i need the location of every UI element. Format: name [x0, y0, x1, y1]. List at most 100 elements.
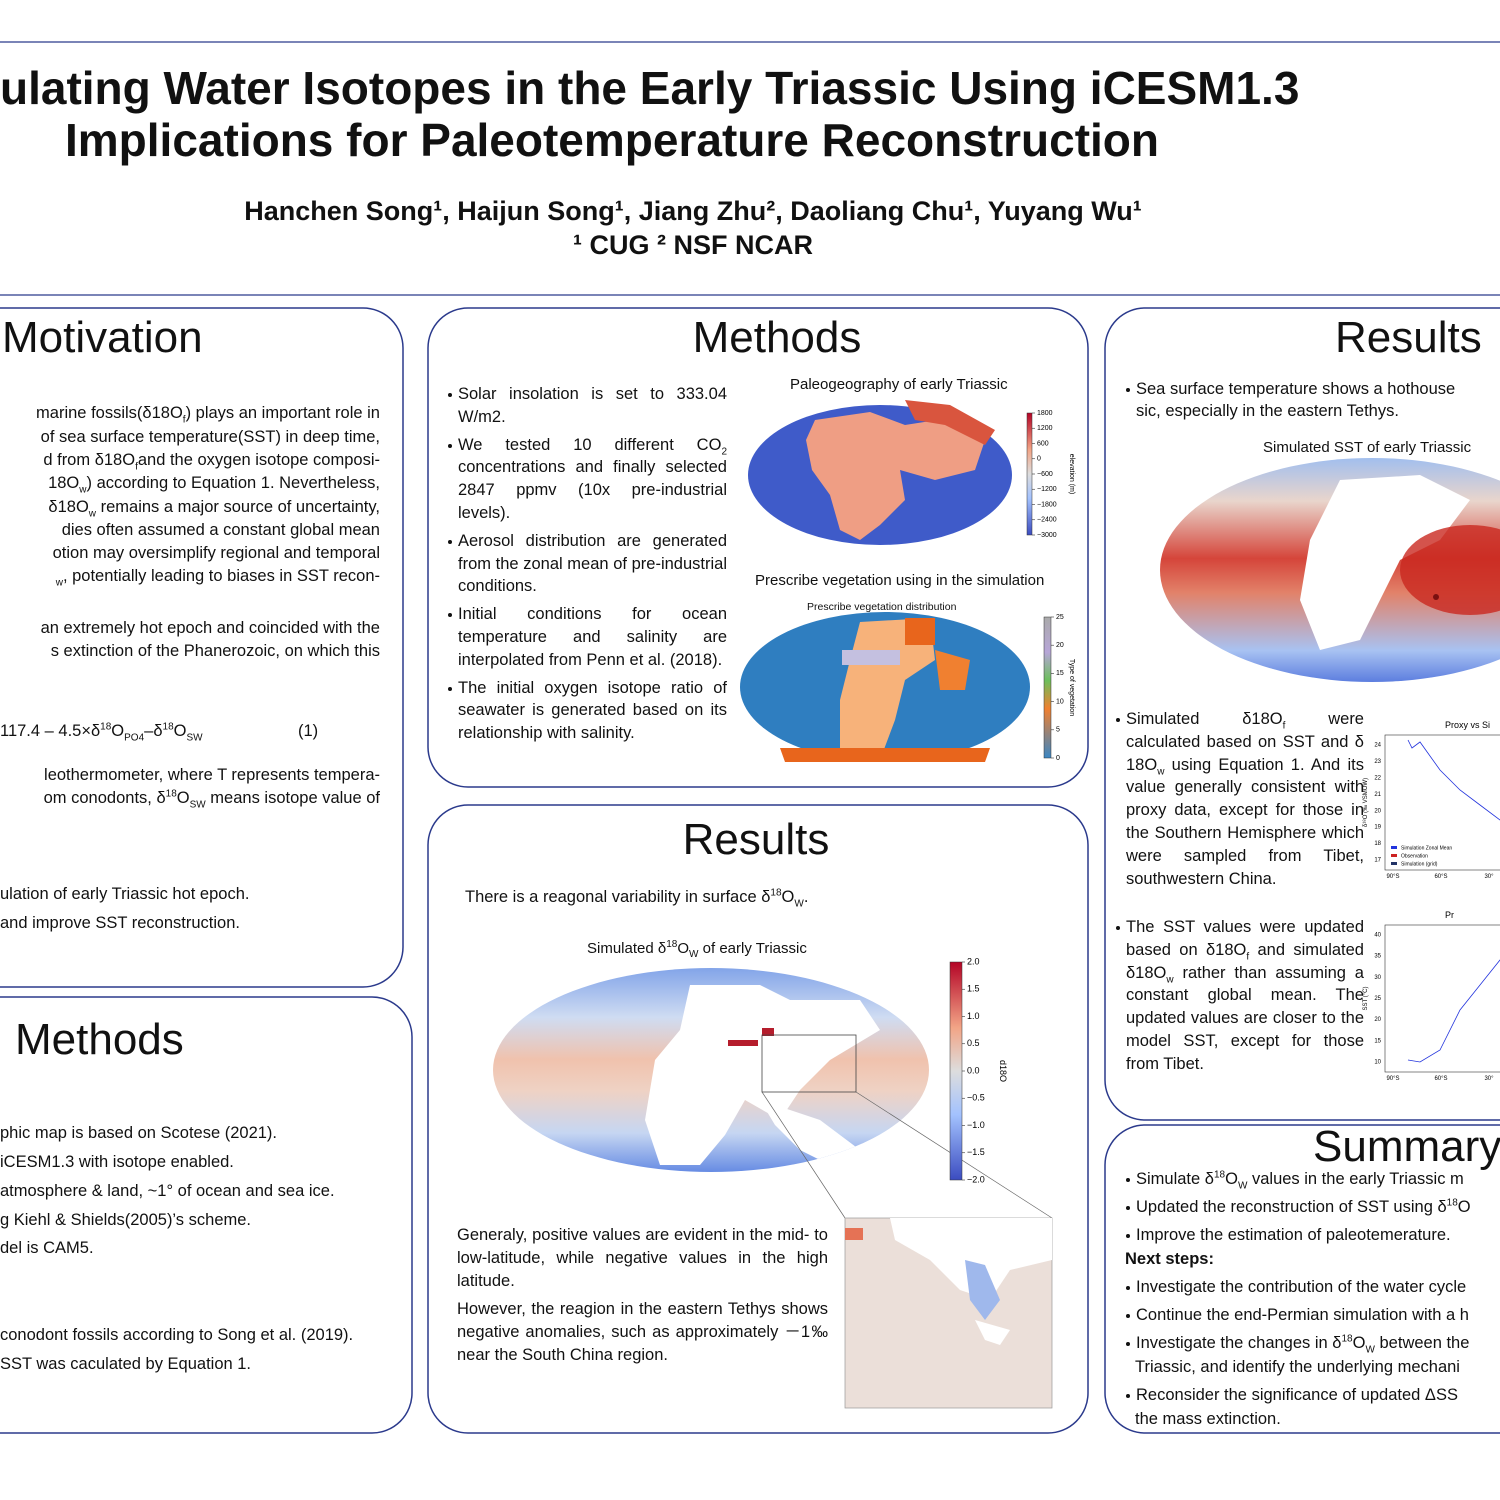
- y-tick-label: 22: [1374, 775, 1381, 781]
- results-intro: There is a reagonal variability in surfa…: [465, 886, 808, 909]
- title-line: ulating Water Isotopes in the Early Tria…: [0, 62, 1300, 114]
- bullet: Simulate δ18OW values in the early Trias…: [1125, 1168, 1464, 1191]
- text-line: iCESM1.3 with isotope enabled.: [0, 1151, 234, 1174]
- text: Sea surface temperature shows a hothouse: [1136, 380, 1456, 398]
- bullet-text: We tested 10 different CO2 concentration…: [458, 436, 727, 522]
- x-tick-label: 60°S: [1434, 874, 1447, 880]
- superscript: 18: [162, 721, 174, 733]
- subscript: 2: [721, 445, 727, 457]
- text-run: O: [1225, 1170, 1238, 1188]
- bullet-text: Solar insolation is set to 333.04 W/m2.: [458, 385, 727, 426]
- superscript: 18: [1341, 1333, 1353, 1345]
- text-run: and the oxygen isotope composi-: [137, 451, 380, 469]
- subheading: Next steps:: [1125, 1250, 1214, 1268]
- subscript: w: [1166, 973, 1174, 985]
- title-line: Implications for Paleotemperature Recons…: [65, 114, 1160, 166]
- text-run: Simulated δ18O: [1126, 710, 1283, 728]
- y-tick-label: 24: [1374, 743, 1381, 749]
- subscript: PO4: [124, 732, 145, 744]
- text-line: g Kiehl & Shields(2005)’s scheme.: [0, 1209, 251, 1232]
- text-run: g Kiehl & Shields(2005)’s scheme.: [0, 1211, 251, 1229]
- colorbar-tick-label: −1.0: [967, 1120, 985, 1130]
- y-tick-label: 35: [1374, 954, 1381, 960]
- text-run: d from δ18O: [43, 451, 136, 469]
- plot-frame: [1384, 924, 1500, 1073]
- colorbar-tick-label: 5: [1056, 727, 1060, 734]
- bullet-dot: [1126, 388, 1130, 392]
- bullet-dot: [1126, 1178, 1130, 1182]
- plot-title: Pr: [1445, 910, 1454, 920]
- bullet-dot: [1116, 718, 1120, 722]
- text-run: Solar insolation is set to 333.04 W/m2.: [458, 385, 727, 426]
- legend-entry: Simulation (grid): [1401, 861, 1438, 867]
- bullet: The SST values were updated based on δ18…: [1115, 916, 1364, 1076]
- text-run: concentrations and finally selected 2847…: [458, 458, 727, 522]
- text-run: SST was caculated by Equation 1.: [0, 1355, 252, 1373]
- subscript: w: [55, 577, 63, 589]
- colorbar-tick-label: 10: [1056, 698, 1064, 705]
- legend-entry: Observation: [1401, 853, 1428, 859]
- bullet-dot: [448, 443, 452, 448]
- bullet: We tested 10 different CO2 concentration…: [447, 434, 727, 525]
- y-tick-label: 18: [1374, 841, 1381, 847]
- superscript: 18: [100, 721, 112, 733]
- text-run: using Equation 1. And its value generall…: [1126, 755, 1364, 888]
- bullet-dot: [448, 539, 452, 544]
- text-run: 18O: [48, 474, 80, 492]
- figure-title: Simulated SST of early Triassic: [1263, 439, 1472, 456]
- colorbar: [949, 961, 963, 1181]
- bullet: Continue the end-Permian simulation with…: [1125, 1304, 1469, 1327]
- text-line: SST was caculated by Equation 1.: [0, 1353, 251, 1376]
- text-run: Updated the reconstruction of SST using …: [1136, 1198, 1447, 1216]
- text-line: w, potentially leading to biases in SST …: [56, 565, 380, 588]
- subscript: f: [1282, 720, 1286, 732]
- figure-caption: Prescribe vegetation using in the simula…: [755, 572, 1045, 589]
- bullet-text: Aerosol distribution are generated from …: [458, 532, 727, 596]
- text-run: om conodonts, δ: [43, 789, 166, 807]
- text-run: leothermometer, where T represents tempe…: [44, 766, 380, 784]
- text-line: d from δ18Ofand the oxygen isotope compo…: [43, 449, 380, 472]
- colorbar-tick-label: 25: [1056, 614, 1064, 621]
- text-run: Aerosol distribution are generated from …: [458, 531, 727, 596]
- figure-caption: Paleogeography of early Triassic: [790, 376, 1008, 393]
- section-heading: Results: [682, 815, 830, 864]
- text-run: otion may oversimplify regional and temp…: [52, 544, 380, 562]
- text-run: ) plays an important role in: [185, 404, 380, 422]
- text-run: and improve SST reconstruction.: [0, 914, 240, 932]
- legend-swatch: [1391, 846, 1397, 849]
- colorbar-label: elevation (m): [1068, 454, 1075, 494]
- plot-title: Proxy vs Si: [1445, 720, 1490, 730]
- text-run: phic map is based on Scotese (2021).: [0, 1124, 277, 1142]
- text-run: Simulate δ: [1136, 1170, 1214, 1188]
- y-axis-label: SST (°C): [1363, 987, 1369, 1011]
- text-run: Reconsider the significance of updated Δ…: [1136, 1386, 1458, 1404]
- y-tick-label: 21: [1374, 792, 1381, 798]
- y-tick-label: 40: [1374, 933, 1381, 939]
- text-line: phic map is based on Scotese (2021).: [0, 1122, 277, 1145]
- bullet-text: Initial conditions for ocean temperature…: [458, 605, 727, 669]
- colorbar-tick-label: 15: [1056, 670, 1064, 677]
- authors: Hanchen Song¹, Haijun Song¹, Jiang Zhu²,…: [244, 196, 1142, 226]
- bullet: Initial conditions for ocean temperature…: [447, 603, 727, 671]
- colorbar-tick-label: 20: [1056, 642, 1064, 649]
- equation-number: (1): [298, 722, 319, 740]
- bullet-line: Sea surface temperature shows a hothouse: [1125, 378, 1455, 401]
- text-line: dies often assumed a constant global mea…: [62, 519, 380, 542]
- y-axis-label: δ¹⁸O (‰ VSMOW): [1362, 778, 1369, 827]
- section-heading: Methods: [692, 313, 862, 362]
- legend-entry: Simulation Zonal Mean: [1401, 845, 1452, 851]
- superscript: 18: [770, 887, 782, 899]
- bullet-dot: [448, 613, 452, 618]
- subscript: w: [1157, 765, 1165, 777]
- text-line: of sea surface temperature(SST) in deep …: [41, 426, 380, 449]
- x-tick-label: 30°: [1484, 1076, 1494, 1082]
- legend-swatch: [1391, 854, 1397, 857]
- subscript: SW: [186, 732, 203, 744]
- text-line: and improve SST reconstruction.: [0, 912, 240, 935]
- colorbar-tick-label: 1200: [1037, 425, 1053, 432]
- bullet: Solar insolation is set to 333.04 W/m2.: [447, 383, 727, 429]
- bullet: The initial oxygen isotope ratio of seaw…: [447, 677, 727, 745]
- bullet-dot: [1126, 1394, 1130, 1398]
- text-run: We tested 10 different CO: [458, 435, 722, 454]
- text-line: leothermometer, where T represents tempe…: [44, 764, 380, 787]
